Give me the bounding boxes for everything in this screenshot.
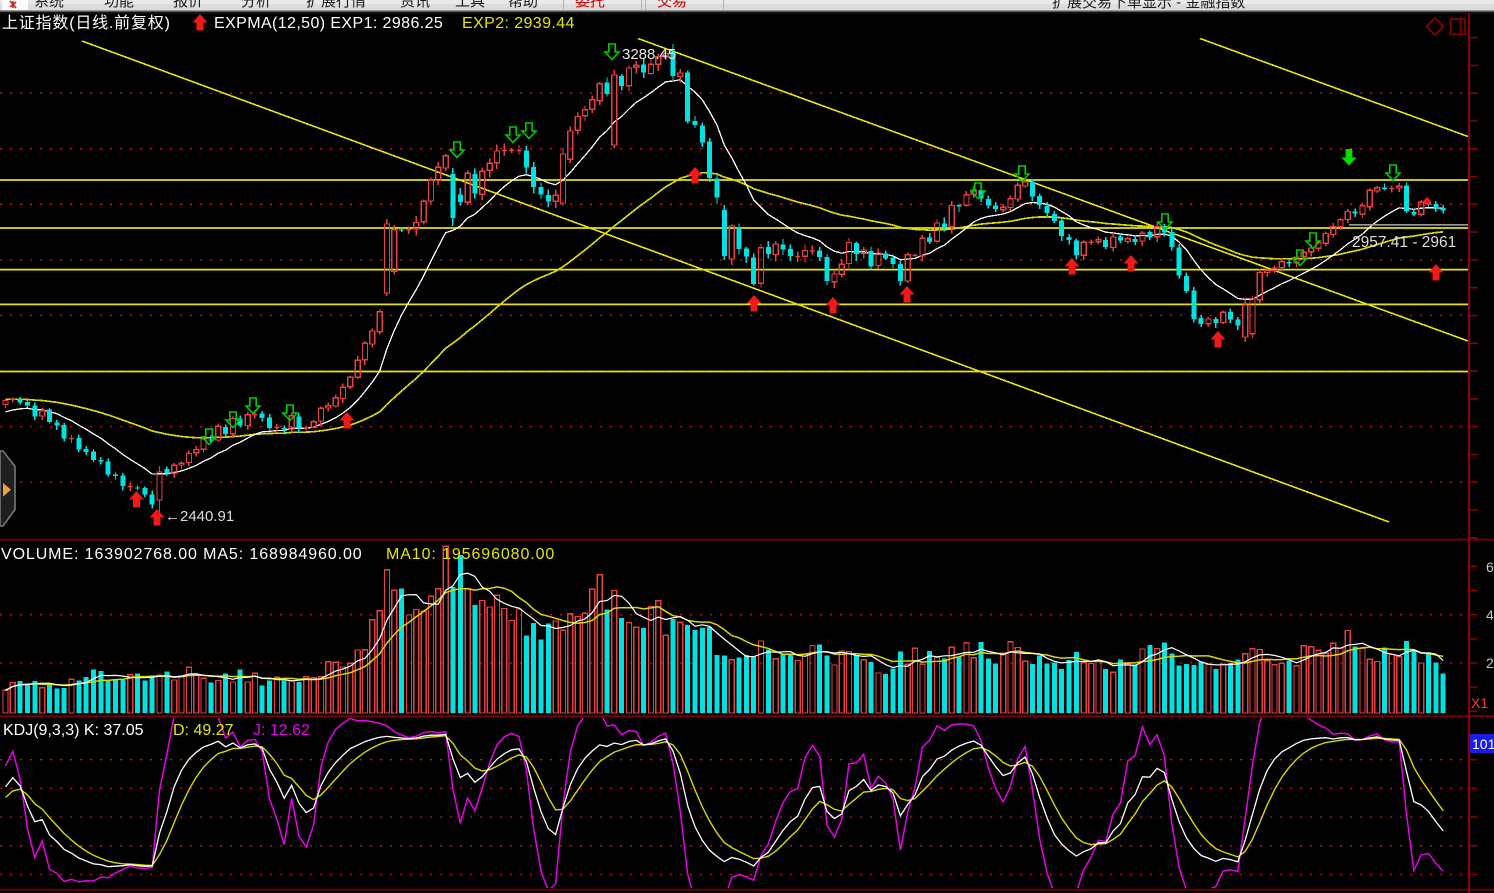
svg-text:扩展行情: 扩展行情 [306, 0, 366, 10]
svg-text:EXP2: 2939.44: EXP2: 2939.44 [462, 15, 575, 32]
svg-text:KDJ(9,3,3) K: 37.05: KDJ(9,3,3) K: 37.05 [3, 722, 144, 739]
svg-text:报价: 报价 [173, 0, 203, 10]
svg-text:6: 6 [1486, 559, 1494, 575]
svg-text:委托: 委托 [575, 0, 605, 10]
svg-text:101: 101 [1472, 736, 1494, 752]
svg-text:分析: 分析 [241, 0, 271, 10]
svg-text:帮助: 帮助 [508, 0, 538, 10]
svg-text:X1: X1 [1471, 695, 1488, 711]
svg-text:2957.41 - 2961: 2957.41 - 2961 [1352, 234, 1456, 251]
svg-text:交易: 交易 [657, 0, 687, 10]
svg-text:J: 12.62: J: 12.62 [253, 722, 310, 739]
svg-text:MA10: 195696080.00: MA10: 195696080.00 [386, 546, 555, 563]
svg-text:←2440.91: ←2440.91 [165, 508, 234, 525]
svg-text:工具: 工具 [455, 0, 485, 10]
svg-text:功能: 功能 [104, 0, 134, 10]
svg-text:4: 4 [1486, 607, 1494, 623]
svg-text:扩展交易下单显示 - 金融指数: 扩展交易下单显示 - 金融指数 [1052, 0, 1245, 11]
svg-text:EXPMA(12,50) EXP1: 2986.25: EXPMA(12,50) EXP1: 2986.25 [214, 15, 443, 32]
svg-text:资讯: 资讯 [400, 0, 430, 10]
svg-text:D: 49.27: D: 49.27 [173, 722, 234, 739]
svg-text:系统: 系统 [34, 0, 64, 10]
svg-text:上证指数(日线.前复权): 上证指数(日线.前复权) [2, 14, 171, 32]
svg-text:VOLUME: 163902768.00 MA5: 168: VOLUME: 163902768.00 MA5: 168984960.00 [1, 546, 363, 563]
svg-text:3288.45: 3288.45 [622, 46, 676, 63]
svg-text:2: 2 [1486, 655, 1494, 671]
